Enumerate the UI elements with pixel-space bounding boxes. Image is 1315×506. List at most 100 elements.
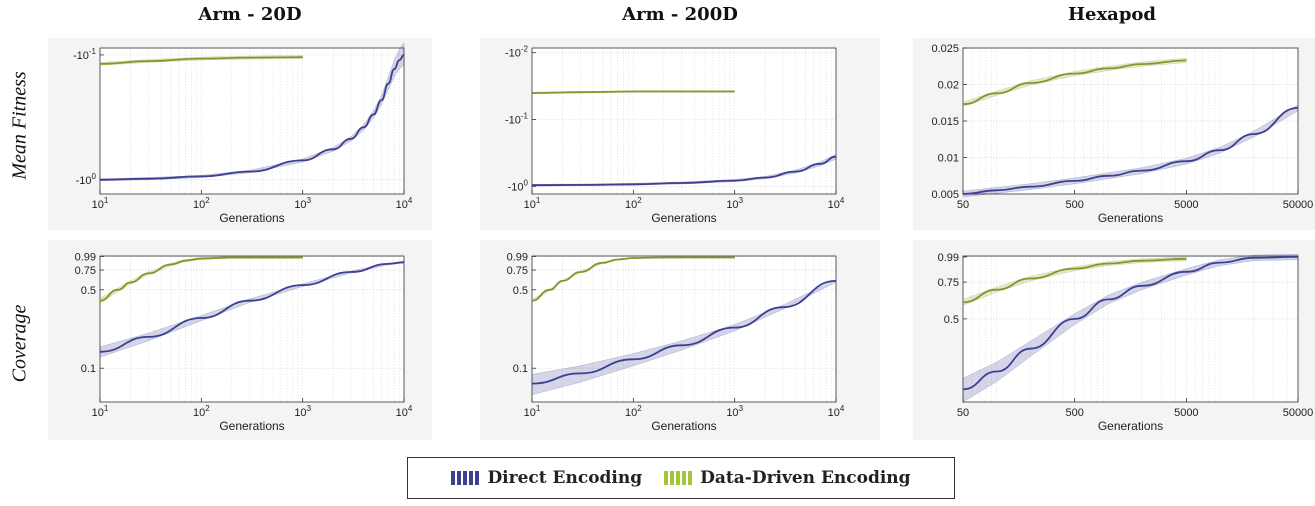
series-1-line [531,90,735,94]
series-1-line [962,59,1187,106]
x-tick-label: 104 [396,404,413,419]
chart-coverage-arm200: 101 102 103 104 0.1 0.5 0.75 0.99 Generations [507,251,845,433]
series-0-line [99,261,405,353]
legend-label-data-driven: Data-Driven Encoding [700,468,911,488]
grid [962,256,1299,402]
y-tick-label: 0.99 [507,251,528,263]
y-tick-label: 0.025 [931,43,959,55]
chart-fitness-arm20: 101 102 103 104 -100 -10-1 Generations [73,42,413,225]
x-tick-label: 104 [828,404,845,419]
x-axis-label: Generations [1098,419,1163,433]
x-tick-label: 50000 [1283,407,1314,419]
axes-box [962,255,1299,403]
x-tick-label: 104 [396,196,413,211]
panel-fitness-arm200: 101 102 103 104 -100 -10-1 -10-2 Generations [480,38,880,230]
series-1-line [962,257,1187,304]
plot-area [100,256,404,402]
series-0-line [531,280,837,385]
x-tick-label: 103 [294,404,311,419]
y-tick-label: -10-2 [505,45,529,60]
legend-item-data-driven: Data-Driven Encoding [664,468,911,488]
y-tick-label: 0.01 [938,153,959,165]
axes-box [531,47,837,195]
x-tick-label: 101 [92,196,109,211]
y-tick-label: 0.75 [507,265,528,277]
title-hexapod: Hexapod [1067,4,1157,25]
series-1-line [99,256,303,302]
x-tick-label: 102 [193,196,210,211]
chart-fitness-hexapod: 50 500 5000 50000 0.005 0.01 0.015 0.02 0.025 Gen… [931,43,1314,225]
series-1-line [531,256,735,302]
legend-item-direct: Direct Encoding [451,468,642,488]
grid [99,48,405,194]
y-tick-label: 0.5 [944,314,959,326]
chart-coverage-arm20: 101 102 103 104 0.1 0.5 0.75 0.99 Generations [75,251,413,433]
panel-coverage-arm20: 101 102 103 104 0.1 0.5 0.75 0.99 Generations [48,240,432,440]
legend-label-direct: Direct Encoding [487,468,643,488]
panel-coverage-hexapod: 50 500 5000 50000 0.5 0.75 0.99 Generations [913,240,1315,440]
series-0-band [962,104,1299,198]
axes-box [99,255,405,403]
x-axis-label: Generations [651,211,716,225]
series-0-band [962,253,1299,403]
series-0-line [99,54,405,181]
series-0-line [962,107,1299,195]
y-tick-label: -10-1 [73,47,97,62]
x-axis-label: Generations [219,211,284,225]
y-tick-label: -100 [76,172,97,187]
x-axis-label: Generations [651,419,716,433]
y-tick-label: 0.02 [938,80,959,92]
axes-box [99,47,405,195]
row-label-mean-fitness: Mean Fitness [8,71,31,180]
x-tick-label: 50000 [1283,199,1314,211]
plot-area [532,256,836,402]
x-tick-label: 50 [957,407,969,419]
series-1-band [99,256,303,304]
title-arm-20d: Arm - 20D [198,4,302,25]
y-tick-label: 0.1 [513,363,528,375]
series-0-line [531,155,837,187]
y-tick-label: -10-1 [505,112,529,127]
legend-swatch-data-driven [664,471,695,485]
y-tick-label: 0.99 [938,252,959,264]
x-tick-label: 103 [294,196,311,211]
y-tick-label: 0.015 [931,116,959,128]
panel-coverage-arm200: 101 102 103 104 0.1 0.5 0.75 0.99 Generations [480,240,880,440]
legend-swatch-direct [451,471,482,485]
legend: Direct Encoding Data-Driven Encoding [407,457,955,499]
plot-area [963,256,1298,402]
x-tick-label: 500 [1065,199,1083,211]
x-tick-label: 102 [193,404,210,419]
chart-coverage-hexapod: 50 500 5000 50000 0.5 0.75 0.99 Generations [938,252,1314,433]
x-tick-label: 101 [92,404,109,419]
x-tick-label: 104 [828,196,845,211]
panel-fitness-arm20: 101 102 103 104 -100 -10-1 Generations [48,38,432,230]
plot-area [532,48,836,194]
title-arm-200d: Arm - 200D [622,4,738,25]
y-tick-label: 0.75 [938,277,959,289]
axes-box [531,255,837,403]
grid [531,48,837,194]
x-tick-label: 102 [625,196,642,211]
y-tick-label: 0.005 [931,189,959,201]
x-axis-label: Generations [1098,211,1163,225]
series-0-line [962,256,1299,391]
y-tick-label: -100 [508,178,529,193]
y-tick-label: 0.5 [81,285,96,297]
panel-fitness-hexapod: 50 500 5000 50000 0.005 0.01 0.015 0.02 0.025 Gen… [913,38,1315,230]
x-tick-label: 102 [625,404,642,419]
series-1-band [962,256,1187,306]
y-tick-label: 0.1 [81,363,96,375]
x-tick-label: 500 [1065,407,1083,419]
grid [99,256,405,402]
x-axis-label: Generations [219,419,284,433]
chart-fitness-arm200: 101 102 103 104 -100 -10-1 -10-2 Generations [505,45,845,225]
plot-area [100,48,404,194]
y-tick-label: 0.99 [75,251,96,263]
y-tick-label: 0.5 [513,285,528,297]
x-tick-label: 103 [726,196,743,211]
x-tick-label: 101 [524,404,541,419]
x-tick-label: 103 [726,404,743,419]
y-tick-label: 0.75 [75,265,96,277]
x-tick-label: 101 [524,196,541,211]
